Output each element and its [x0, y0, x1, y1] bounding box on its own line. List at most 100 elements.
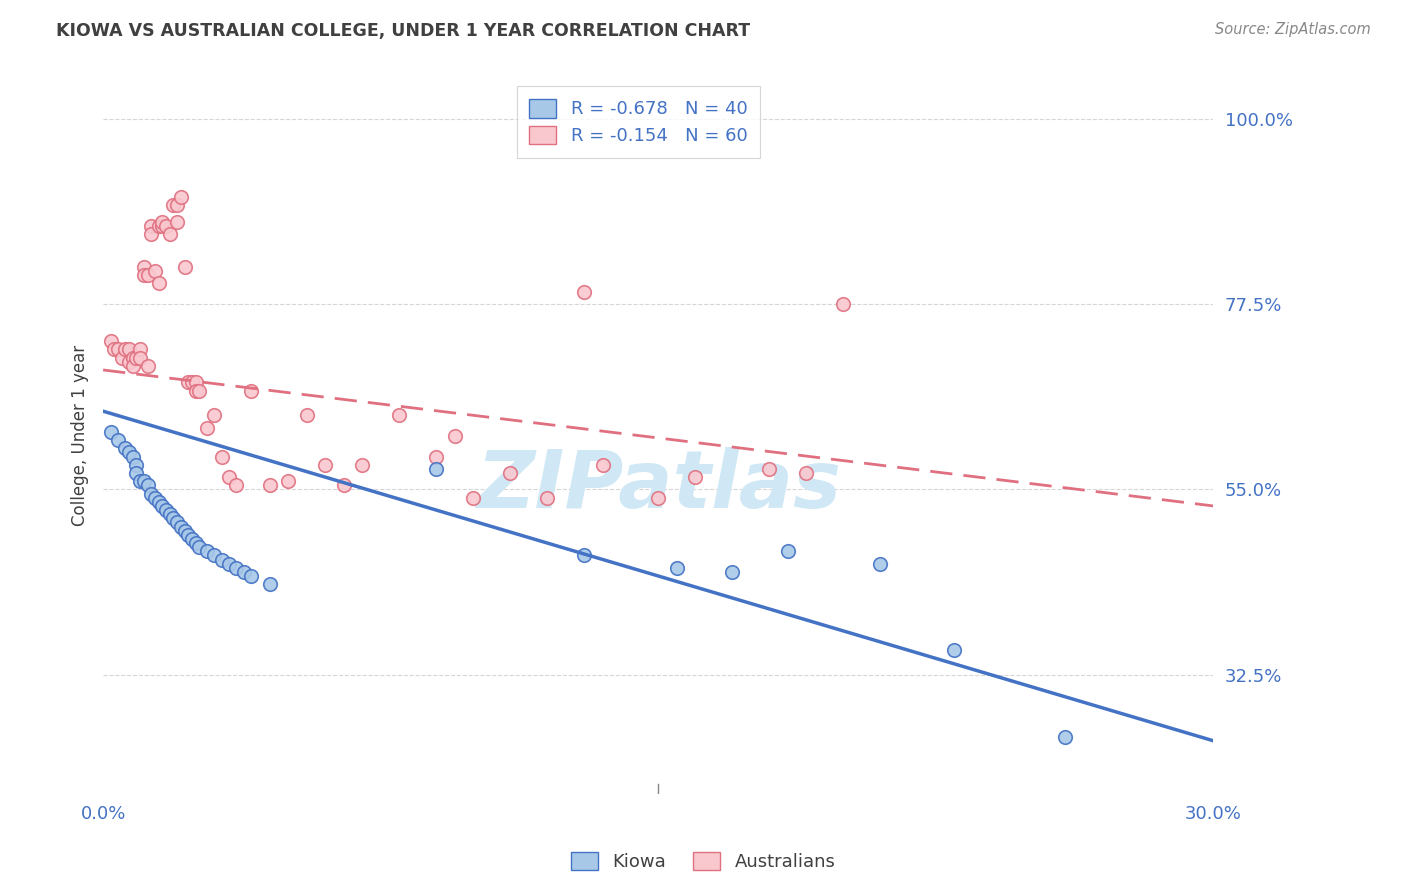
Point — [536, 491, 558, 505]
Point — [202, 409, 225, 423]
Point — [100, 425, 122, 439]
Point — [188, 384, 211, 398]
Point — [155, 503, 177, 517]
Point — [181, 532, 204, 546]
Point — [232, 565, 254, 579]
Point — [173, 260, 195, 274]
Point — [188, 540, 211, 554]
Point — [240, 569, 263, 583]
Point — [136, 478, 159, 492]
Point — [574, 549, 596, 563]
Point — [1054, 730, 1077, 744]
Point — [121, 351, 143, 365]
Point — [758, 462, 780, 476]
Point — [132, 474, 155, 488]
Point — [100, 334, 122, 348]
Point — [125, 458, 148, 472]
Point — [647, 491, 669, 505]
Point — [499, 466, 522, 480]
Point — [114, 442, 136, 456]
Y-axis label: College, Under 1 year: College, Under 1 year — [72, 345, 89, 526]
Point — [796, 466, 818, 480]
Point — [177, 376, 200, 390]
Point — [114, 343, 136, 357]
Point — [159, 507, 181, 521]
Point — [125, 351, 148, 365]
Point — [166, 516, 188, 530]
Point — [721, 565, 744, 579]
Point — [148, 277, 170, 291]
Point — [148, 495, 170, 509]
Point — [162, 511, 184, 525]
Point — [225, 560, 247, 574]
Point — [832, 297, 855, 311]
Point — [125, 466, 148, 480]
Legend: R = -0.678   N = 40, R = -0.154   N = 60: R = -0.678 N = 40, R = -0.154 N = 60 — [517, 87, 761, 158]
Point — [425, 450, 447, 464]
Point — [184, 384, 207, 398]
Point — [943, 643, 966, 657]
Point — [170, 519, 193, 533]
Point — [295, 409, 318, 423]
Point — [107, 343, 129, 357]
Point — [141, 219, 163, 233]
Point — [150, 219, 173, 233]
Point — [166, 214, 188, 228]
Point — [332, 478, 354, 492]
Point — [129, 351, 152, 365]
Text: KIOWA VS AUSTRALIAN COLLEGE, UNDER 1 YEAR CORRELATION CHART: KIOWA VS AUSTRALIAN COLLEGE, UNDER 1 YEA… — [56, 22, 751, 40]
Point — [143, 491, 166, 505]
Point — [218, 557, 240, 571]
Point — [184, 376, 207, 390]
Point — [166, 198, 188, 212]
Point — [443, 429, 465, 443]
Point — [776, 544, 799, 558]
Point — [143, 264, 166, 278]
Point — [132, 260, 155, 274]
Point — [388, 409, 411, 423]
Point — [463, 491, 485, 505]
Point — [211, 450, 233, 464]
Point — [121, 359, 143, 373]
Point — [118, 343, 141, 357]
Point — [352, 458, 374, 472]
Point — [107, 433, 129, 447]
Point — [665, 560, 688, 574]
Point — [259, 478, 281, 492]
Legend: Kiowa, Australians: Kiowa, Australians — [564, 845, 842, 879]
Point — [150, 214, 173, 228]
Point — [111, 351, 134, 365]
Point — [159, 227, 181, 241]
Point — [141, 227, 163, 241]
Point — [195, 420, 218, 434]
Point — [181, 376, 204, 390]
Point — [277, 474, 299, 488]
Point — [685, 470, 707, 484]
Point — [173, 524, 195, 538]
Point — [132, 268, 155, 283]
Point — [129, 343, 152, 357]
Point — [103, 343, 125, 357]
Point — [121, 450, 143, 464]
Point — [118, 355, 141, 369]
Point — [225, 478, 247, 492]
Point — [150, 499, 173, 513]
Point — [155, 219, 177, 233]
Point — [240, 384, 263, 398]
Point — [592, 458, 614, 472]
Point — [170, 190, 193, 204]
Point — [574, 285, 596, 299]
Point — [195, 544, 218, 558]
Point — [136, 359, 159, 373]
Point — [211, 552, 233, 566]
Text: ZIPatlas: ZIPatlas — [475, 447, 841, 525]
Point — [177, 528, 200, 542]
Point — [202, 549, 225, 563]
Point — [141, 486, 163, 500]
Point — [869, 557, 891, 571]
Text: Source: ZipAtlas.com: Source: ZipAtlas.com — [1215, 22, 1371, 37]
Point — [148, 219, 170, 233]
Point — [136, 268, 159, 283]
Point — [259, 577, 281, 591]
Point — [129, 474, 152, 488]
